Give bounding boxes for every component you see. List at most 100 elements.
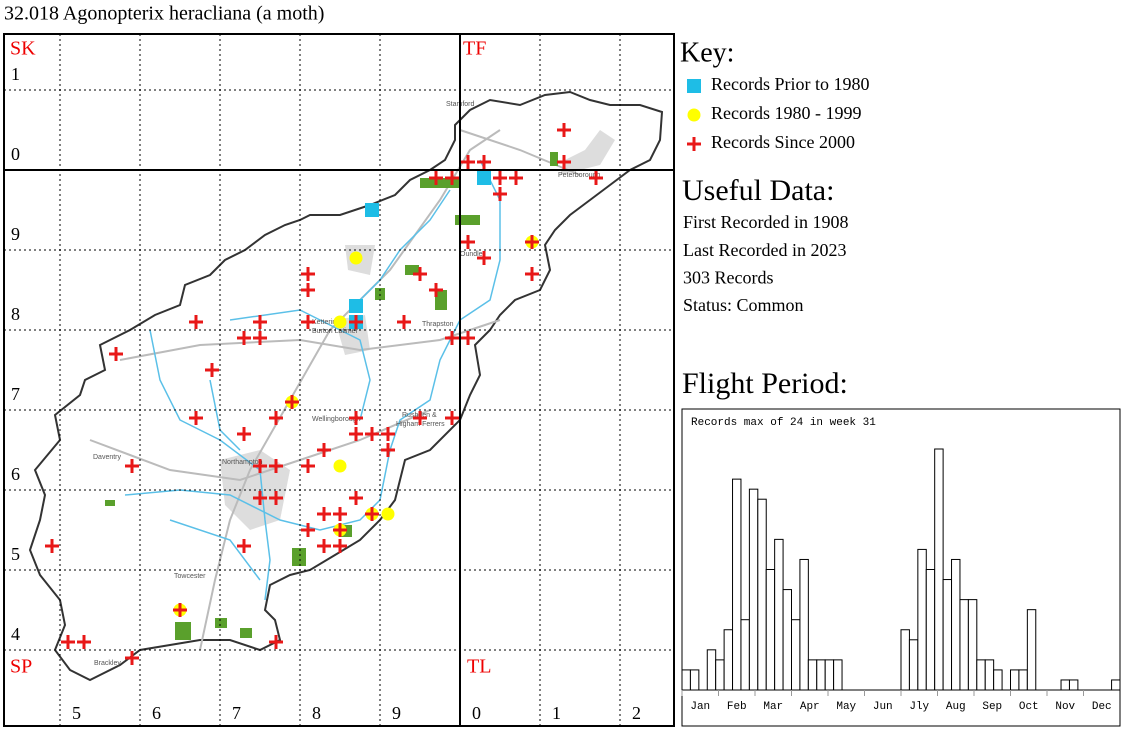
town-label: Thrapston xyxy=(422,321,454,328)
square-labels: SK TF SP TL xyxy=(10,38,491,678)
wood xyxy=(455,215,480,225)
x-tick-label: 1 xyxy=(552,703,561,723)
y-tick-label: 7 xyxy=(11,384,20,404)
key-swatch xyxy=(687,137,701,151)
page-title: 32.018 Agonopterix heracliana (a moth) xyxy=(4,3,324,25)
bar xyxy=(934,448,944,691)
record-point xyxy=(557,155,571,169)
bar xyxy=(816,659,826,691)
record-point xyxy=(557,123,571,137)
bar xyxy=(993,669,1003,691)
record-point xyxy=(461,235,475,249)
town-label: Northampton xyxy=(222,459,263,466)
record-point xyxy=(365,203,379,217)
flight-title: Flight Period: xyxy=(682,367,848,400)
bar xyxy=(1068,679,1079,691)
record-point xyxy=(493,187,507,201)
town-label: Towcester xyxy=(174,573,206,580)
record-point xyxy=(445,171,459,185)
record-point xyxy=(349,315,363,329)
key-swatch xyxy=(687,79,701,93)
record-point xyxy=(333,507,347,521)
y-tick-label: 0 xyxy=(11,144,20,164)
record-point xyxy=(477,251,491,265)
record-point xyxy=(333,539,347,553)
record-point xyxy=(381,507,395,521)
town-label: Daventry xyxy=(93,454,122,461)
record-point xyxy=(189,411,203,425)
bar xyxy=(723,629,734,691)
wood xyxy=(435,290,447,310)
bar xyxy=(757,498,767,691)
record-point xyxy=(333,523,347,537)
flight-note: Records max of 24 in week 31 xyxy=(691,417,876,429)
town-label: Wellingborough xyxy=(312,416,361,423)
month-label: Sep xyxy=(982,701,1002,713)
y-tick-label: 1 xyxy=(11,64,20,84)
x-tick-label: 5 xyxy=(72,703,81,723)
bar xyxy=(1026,609,1037,691)
y-tick-label: 4 xyxy=(11,624,20,644)
y-tick-label: 6 xyxy=(11,464,20,484)
record-point xyxy=(253,315,267,329)
record-point xyxy=(349,251,363,265)
record-point xyxy=(461,331,475,345)
record-point xyxy=(445,411,459,425)
x-tick-label: 8 xyxy=(312,703,321,723)
bar xyxy=(782,589,792,691)
x-tick-label: 0 xyxy=(472,703,481,723)
record-point xyxy=(589,171,603,185)
record-point xyxy=(237,427,251,441)
useful-line: Status: Common xyxy=(683,295,804,315)
bar xyxy=(740,619,750,691)
record-point xyxy=(61,635,75,649)
month-label: Jly xyxy=(909,701,929,713)
river xyxy=(229,309,371,421)
key-label: Records Prior to 1980 xyxy=(711,74,869,94)
record-point xyxy=(349,491,363,505)
record-point xyxy=(301,267,315,281)
record-point xyxy=(109,347,123,361)
bar xyxy=(748,488,759,691)
record-point xyxy=(365,507,379,521)
record-point xyxy=(173,603,187,617)
useful-line: Last Recorded in 2023 xyxy=(683,240,846,260)
bar xyxy=(976,659,986,691)
record-point xyxy=(301,523,315,537)
bar xyxy=(959,599,969,691)
record-point xyxy=(333,315,347,329)
record-point xyxy=(237,539,251,553)
record-point xyxy=(381,427,395,441)
record-point xyxy=(269,459,283,473)
record-point xyxy=(205,363,219,377)
wood xyxy=(550,152,558,166)
bar xyxy=(833,659,843,691)
record-point xyxy=(269,491,283,505)
square-label: SK xyxy=(10,38,36,60)
wood xyxy=(215,618,227,628)
record-point xyxy=(301,283,315,297)
record-point xyxy=(301,315,315,329)
wood xyxy=(405,265,419,275)
bar xyxy=(925,569,936,691)
wood xyxy=(292,548,306,566)
bar xyxy=(1010,669,1020,691)
useful-line: 303 Records xyxy=(683,268,773,288)
record-point xyxy=(77,635,91,649)
record-point xyxy=(349,299,363,313)
record-point xyxy=(317,539,331,553)
wood xyxy=(175,622,191,640)
record-point xyxy=(333,459,347,473)
record-point xyxy=(429,171,443,185)
bar xyxy=(1018,669,1028,691)
record-point xyxy=(45,539,59,553)
record-point xyxy=(413,411,427,425)
bar xyxy=(1060,679,1070,691)
wood xyxy=(105,500,115,506)
useful-title: Useful Data: xyxy=(682,174,834,207)
bar xyxy=(732,478,742,691)
record-point xyxy=(269,635,283,649)
record-point xyxy=(525,235,539,249)
road xyxy=(199,129,501,651)
